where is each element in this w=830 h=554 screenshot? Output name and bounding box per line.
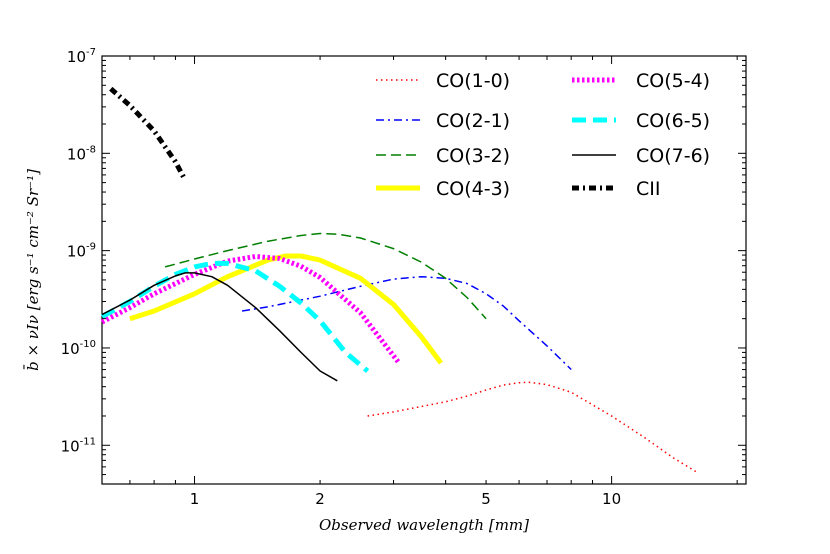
legend-label-co-1-0: CO(1-0) xyxy=(436,70,510,92)
tick-layer: 1 2 5 10 10-11 10-10 10-9 10-8 10-7 xyxy=(61,47,746,508)
y-tick-label: 10-8 xyxy=(67,144,96,163)
y-axis-label: b̄ × νIν [erg s⁻¹ cm⁻² Sr⁻¹] xyxy=(24,169,42,371)
series-line-co-4-3 xyxy=(129,253,443,365)
x-tick-label: 2 xyxy=(315,490,325,508)
legend: CO(1-0) CO(2-1) CO(3-2) CO(4-3) CO(5-4) CO(6-… xyxy=(376,70,710,200)
plot-frame xyxy=(101,55,747,485)
series-line-co-6-5 xyxy=(100,260,370,373)
x-axis-label: Observed wavelength [mm] xyxy=(319,516,529,534)
y-tick-label: 10-7 xyxy=(67,47,96,66)
legend-label-co-3-2: CO(3-2) xyxy=(436,145,510,167)
series-layer xyxy=(100,86,698,473)
legend-label-co-7-6: CO(7-6) xyxy=(636,145,710,167)
x-tick-label: 1 xyxy=(190,490,200,508)
legend-label-co-4-3: CO(4-3) xyxy=(436,178,510,200)
y-tick-label: 10-10 xyxy=(61,339,96,358)
series-line-co-7-6 xyxy=(101,272,338,382)
series-line-cii xyxy=(109,86,188,182)
legend-label-co-6-5: CO(6-5) xyxy=(636,110,710,132)
y-tick-label: 10-11 xyxy=(61,436,96,455)
series-line-co-1-0 xyxy=(367,381,698,473)
legend-label-co-2-1: CO(2-1) xyxy=(436,110,510,132)
y-tick-label: 10-9 xyxy=(67,242,96,261)
x-tick-label: 10 xyxy=(602,490,621,508)
legend-label-cii: CII xyxy=(636,178,660,200)
series-line-co-5-4 xyxy=(100,254,402,366)
series-line-co-3-2 xyxy=(164,232,487,320)
x-tick-label: 5 xyxy=(481,490,491,508)
series-line-co-2-1 xyxy=(241,275,572,371)
legend-label-co-5-4: CO(5-4) xyxy=(636,70,710,92)
